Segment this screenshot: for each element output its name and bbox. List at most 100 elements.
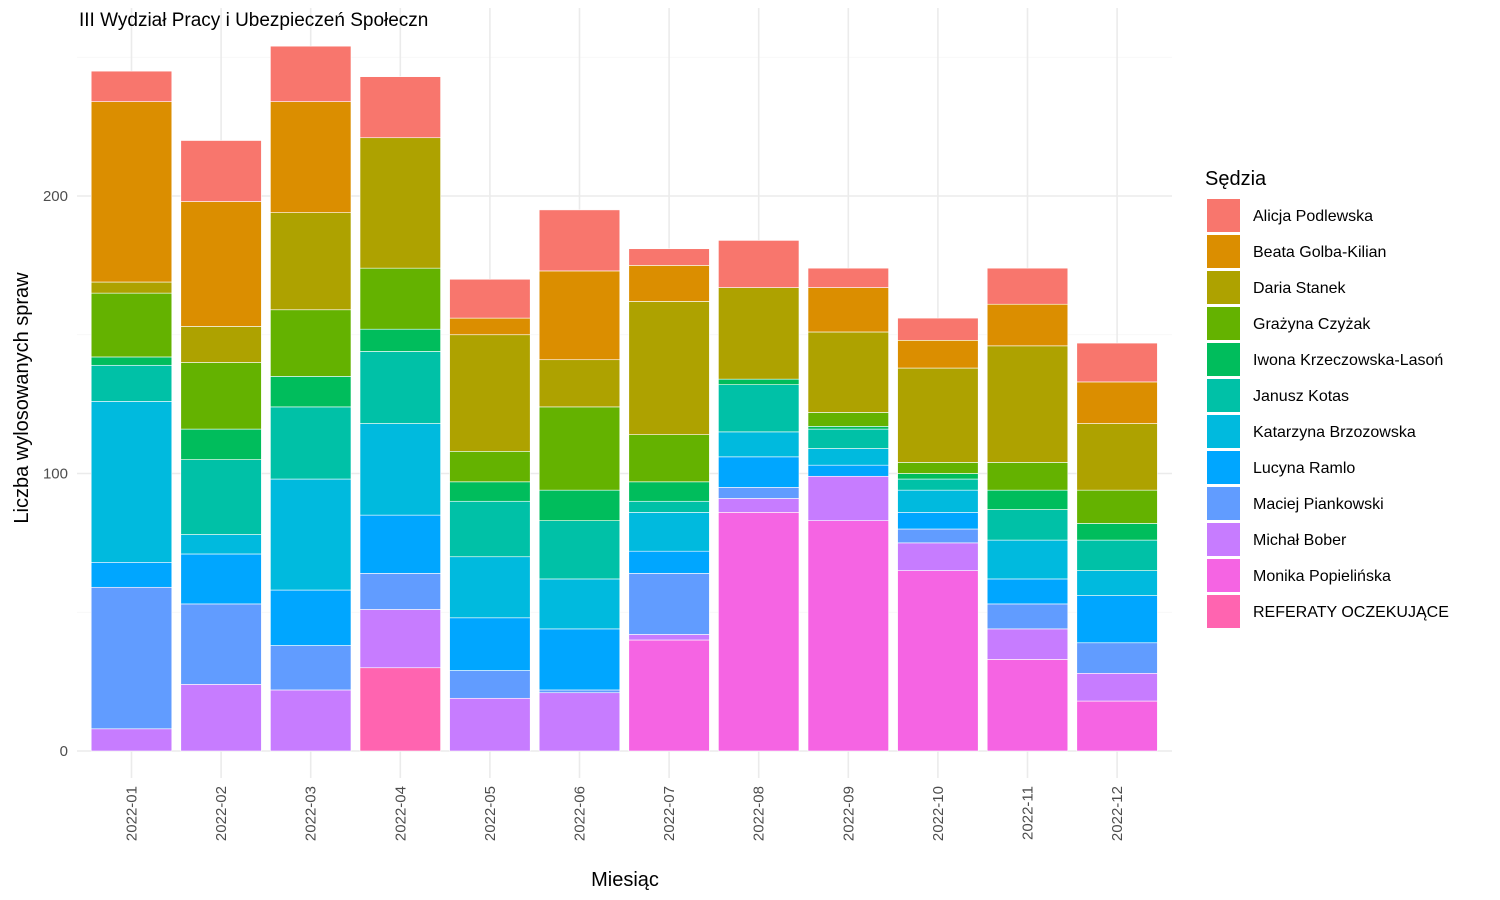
bar-segment — [628, 639, 710, 752]
bar-segment — [628, 265, 710, 302]
bar-segment — [628, 512, 710, 552]
legend: Sędzia Alicja Podlewska Beata Golba-Kilia… — [1205, 168, 1449, 628]
bar-segment — [90, 101, 173, 283]
y-tick-label: 100 — [43, 466, 68, 483]
bar-segment — [718, 431, 800, 458]
bar-segment — [90, 561, 173, 588]
bar-segment — [986, 628, 1069, 660]
bar-segment — [538, 406, 621, 491]
bar-segment — [897, 473, 979, 480]
legend-label: Beata Golba-Kilian — [1253, 244, 1386, 261]
bar-segment — [449, 317, 531, 336]
bar-segment — [897, 489, 979, 513]
bar-segment — [538, 209, 621, 272]
y-axis-title: Liczba wylosowanych spraw — [11, 272, 33, 524]
bar-segment — [90, 281, 173, 294]
bar-segment — [449, 556, 531, 619]
bar-segment — [807, 412, 889, 427]
legend-swatch — [1207, 343, 1240, 376]
bar-segment — [449, 481, 531, 502]
bar-segment — [807, 426, 889, 430]
legend-swatch — [1207, 559, 1240, 592]
bar-segment — [270, 101, 352, 213]
bar-segment — [180, 140, 262, 202]
x-tick-label: 2022-02 — [213, 786, 230, 841]
bar-segment — [538, 628, 621, 691]
x-tick-label: 2022-01 — [124, 786, 141, 841]
bar-segment — [359, 609, 441, 669]
bar-segment — [807, 267, 889, 288]
legend-label: Michał Bober — [1253, 532, 1347, 549]
bar-segment — [1076, 342, 1158, 383]
legend-label: Lucyna Ramlo — [1253, 460, 1355, 477]
x-axis-ticks: 2022-01 2022-02 2022-03 2022-04 2022-05 2022-… — [124, 786, 1127, 841]
bar-segment — [270, 689, 352, 752]
legend-label: Alicja Podlewska — [1253, 208, 1373, 225]
bar-segment — [1076, 381, 1158, 424]
x-axis-title: Miesiąc — [591, 869, 659, 891]
bar-segment — [449, 670, 531, 699]
bar-segment — [538, 270, 621, 361]
bar-segment — [90, 401, 173, 563]
legend-swatch — [1207, 523, 1240, 556]
x-tick-label: 2022-06 — [572, 786, 589, 841]
bar-segment — [90, 356, 173, 366]
bar-segment — [270, 45, 352, 102]
x-tick-label: 2022-07 — [661, 786, 678, 841]
bar-segment — [628, 634, 710, 641]
bar-segment — [1076, 570, 1158, 596]
bar-segment — [1076, 523, 1158, 541]
chart-title: III Wydział Pracy i Ubezpieczeń Społeczn — [79, 10, 428, 31]
bar-segment — [359, 573, 441, 610]
bar-segment — [1076, 672, 1158, 702]
bar-segment — [270, 212, 352, 311]
legend-label: Janusz Kotas — [1253, 388, 1349, 405]
bar-segment — [1076, 489, 1158, 524]
bar-segment — [180, 428, 262, 460]
bar-segment — [180, 362, 262, 430]
bar-segment — [270, 478, 352, 591]
bar-segment — [897, 542, 979, 571]
y-tick-label: 200 — [43, 188, 68, 205]
legend-swatch — [1207, 235, 1240, 268]
bar-segment — [90, 586, 173, 730]
legend-title: Sędzia — [1205, 168, 1267, 190]
bar-segment — [180, 603, 262, 685]
bar-segment — [718, 456, 800, 488]
bar-segment — [538, 692, 621, 752]
bar-segment — [449, 278, 531, 319]
bar-segment — [628, 248, 710, 266]
bar-segment — [180, 326, 262, 363]
x-tick-label: 2022-03 — [303, 786, 320, 841]
legend-label: REFERATY OCZEKUJĄCE — [1253, 604, 1449, 621]
bar-segment — [538, 489, 621, 521]
legend-swatch — [1207, 199, 1240, 232]
bar-segment — [807, 520, 889, 752]
bar-segment — [628, 550, 710, 574]
bar-segment — [359, 76, 441, 139]
legend-swatch — [1207, 487, 1240, 520]
bar-segment — [807, 428, 889, 449]
bar-segment — [359, 514, 441, 574]
legend-label: Monika Popielińska — [1253, 568, 1391, 585]
x-tick-label: 2022-09 — [840, 786, 857, 841]
legend-swatch — [1207, 595, 1240, 628]
bar-segment — [897, 339, 979, 369]
bar-segment — [986, 489, 1069, 510]
x-tick-label: 2022-08 — [751, 786, 768, 841]
bar-segment — [897, 317, 979, 341]
bar-segment — [90, 292, 173, 358]
bar-segment — [807, 331, 889, 413]
bar-segment — [180, 684, 262, 752]
bar-segment — [718, 240, 800, 288]
x-tick-label: 2022-11 — [1020, 786, 1037, 840]
bar-segment — [628, 573, 710, 635]
bar-segment — [628, 481, 710, 502]
bar-segment — [180, 459, 262, 535]
bar-segment — [628, 301, 710, 435]
bar-segment — [180, 553, 262, 605]
legend-label: Iwona Krzeczowska-Lasoń — [1253, 352, 1443, 369]
x-tick-label: 2022-12 — [1109, 786, 1126, 841]
bar-segment — [449, 450, 531, 483]
